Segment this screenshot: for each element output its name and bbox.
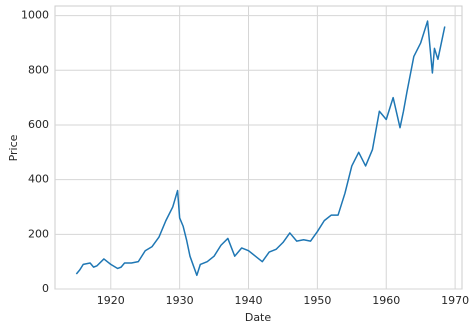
x-tick-label: 1920: [97, 294, 125, 307]
y-tick-label: 600: [28, 118, 49, 131]
x-tick-label: 1930: [166, 294, 194, 307]
x-tick-label: 1950: [303, 294, 331, 307]
x-axis-label: Date: [245, 311, 272, 324]
line: [75, 20, 446, 277]
x-tick-label: 1960: [372, 294, 400, 307]
plot-area: [54, 5, 463, 290]
y-tick-label: 1000: [21, 9, 49, 22]
x-tick-label: 1940: [235, 294, 263, 307]
x-tick-label: 1970: [441, 294, 469, 307]
y-tick-label: 0: [42, 282, 49, 295]
y-tick-label: 800: [28, 63, 49, 76]
y-tick-label: 400: [28, 173, 49, 186]
y-axis-label: Price: [7, 134, 20, 161]
y-tick-label: 200: [28, 227, 49, 240]
